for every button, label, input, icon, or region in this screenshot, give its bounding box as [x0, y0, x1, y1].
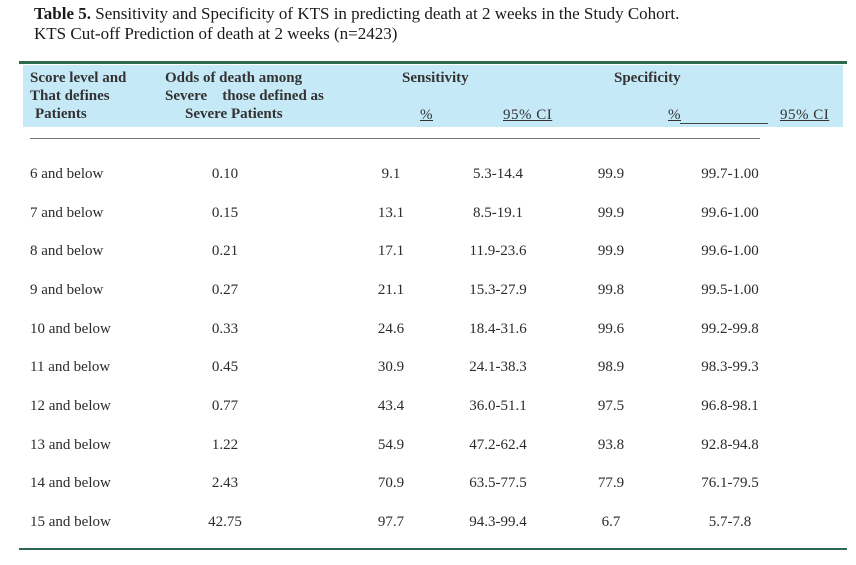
cell-sensitivity-ci: 8.5-19.1	[473, 205, 523, 221]
header-odds: Odds of death among Severe those defined…	[165, 69, 324, 123]
table-caption: Table 5. Sensitivity and Specificity of …	[34, 4, 679, 44]
cell-odds: 0.33	[211, 321, 239, 337]
caption-title: Sensitivity and Specificity of KTS in pr…	[91, 4, 680, 23]
cell-sensitivity: 24.6	[377, 321, 405, 337]
table-row: 8 and below 0.21 17.1 11.9-23.6 99.9 99.…	[0, 241, 856, 261]
cell-specificity: 99.9	[597, 205, 625, 221]
cell-specificity-ci: 92.8-94.8	[701, 437, 759, 453]
cell-specificity: 98.9	[597, 359, 625, 375]
cell-specificity-ci: 99.7-1.00	[701, 166, 759, 182]
header-sensitivity: Sensitivity	[402, 70, 469, 86]
cell-sensitivity-ci: 36.0-51.1	[469, 398, 527, 414]
cell-specificity-ci: 5.7-7.8	[708, 514, 752, 530]
header-specificity-percent: %	[668, 107, 681, 123]
table-row: 6 and below 0.10 9.1 5.3-14.4 99.9 99.7-…	[0, 164, 856, 184]
cell-score: 8 and below	[30, 243, 104, 259]
header-odds-line-1: Odds of death among	[165, 70, 303, 86]
cell-sensitivity-ci: 18.4-31.6	[469, 321, 527, 337]
cell-specificity-ci: 99.6-1.00	[701, 205, 759, 221]
table-row: 7 and below 0.15 13.1 8.5-19.1 99.9 99.6…	[0, 203, 856, 223]
table-row: 10 and below 0.33 24.6 18.4-31.6 99.6 99…	[0, 319, 856, 339]
cell-specificity: 99.9	[597, 243, 625, 259]
cell-score: 7 and below	[30, 205, 104, 221]
cell-odds: 42.75	[208, 514, 242, 530]
table-row: 12 and below 0.77 43.4 36.0-51.1 97.5 96…	[0, 396, 856, 416]
header-score-line-3: Patients	[35, 106, 87, 122]
cell-specificity-ci: 99.6-1.00	[701, 243, 759, 259]
header-score-line-1: Score level and	[30, 70, 127, 86]
header-band	[23, 65, 843, 127]
caption-line-1: Table 5. Sensitivity and Specificity of …	[34, 4, 679, 24]
header-divider	[30, 138, 760, 139]
cell-odds: 0.27	[211, 282, 239, 298]
cell-score: 11 and below	[30, 359, 111, 375]
cell-odds: 0.15	[211, 205, 239, 221]
cell-odds: 0.45	[211, 359, 239, 375]
cell-specificity: 97.5	[597, 398, 625, 414]
cell-specificity-ci: 98.3-99.3	[701, 359, 759, 375]
table-row: 13 and below 1.22 54.9 47.2-62.4 93.8 92…	[0, 435, 856, 455]
cell-specificity: 99.8	[597, 282, 625, 298]
cell-odds: 1.22	[211, 437, 239, 453]
cell-score: 12 and below	[30, 398, 111, 414]
table-row: 14 and below 2.43 70.9 63.5-77.5 77.9 76…	[0, 473, 856, 493]
cell-specificity: 6.7	[601, 514, 621, 530]
cell-sensitivity-ci: 11.9-23.6	[469, 243, 527, 259]
header-specificity: Specificity	[614, 70, 681, 86]
cell-odds: 2.43	[211, 475, 239, 491]
header-score-line-2: That defines	[30, 88, 110, 104]
cell-sensitivity: 54.9	[377, 437, 405, 453]
cell-sensitivity: 9.1	[381, 166, 401, 182]
cell-score: 14 and below	[30, 475, 111, 491]
bottom-rule	[19, 548, 847, 550]
header-odds-line-2: Severe those defined as	[165, 88, 324, 104]
cell-specificity: 99.6	[597, 321, 625, 337]
specificity-underline	[680, 123, 768, 124]
cell-specificity: 99.9	[597, 166, 625, 182]
cell-sensitivity: 30.9	[377, 359, 405, 375]
top-rule	[19, 61, 847, 64]
cell-score: 15 and below	[30, 514, 111, 530]
table-row: 11 and below 0.45 30.9 24.1-38.3 98.9 98…	[0, 357, 856, 377]
cell-odds: 0.10	[211, 166, 239, 182]
cell-sensitivity-ci: 5.3-14.4	[473, 166, 523, 182]
cell-specificity-ci: 99.2-99.8	[701, 321, 759, 337]
cell-specificity-ci: 99.5-1.00	[701, 282, 759, 298]
cell-sensitivity-ci: 15.3-27.9	[469, 282, 527, 298]
table-row: 15 and below 42.75 97.7 94.3-99.4 6.7 5.…	[0, 512, 856, 532]
header-sensitivity-ci: 95% CI	[503, 107, 553, 123]
header-specificity-ci: 95% CI	[780, 107, 830, 123]
cell-score: 9 and below	[30, 282, 104, 298]
table-row: 9 and below 0.27 21.1 15.3-27.9 99.8 99.…	[0, 280, 856, 300]
cell-sensitivity-ci: 47.2-62.4	[469, 437, 527, 453]
cell-odds: 0.77	[211, 398, 239, 414]
cell-specificity-ci: 96.8-98.1	[701, 398, 759, 414]
cell-sensitivity: 43.4	[377, 398, 405, 414]
cell-sensitivity: 97.7	[377, 514, 405, 530]
cell-odds: 0.21	[211, 243, 239, 259]
cell-score: 13 and below	[30, 437, 111, 453]
header-score-level: Score level and That defines Patients	[30, 69, 126, 123]
cell-score: 10 and below	[30, 321, 111, 337]
cell-sensitivity-ci: 24.1-38.3	[469, 359, 527, 375]
cell-sensitivity: 70.9	[377, 475, 405, 491]
cell-score: 6 and below	[30, 166, 104, 182]
caption-line-2: KTS Cut-off Prediction of death at 2 wee…	[34, 24, 398, 43]
table-label: Table 5.	[34, 4, 92, 23]
cell-sensitivity: 13.1	[377, 205, 405, 221]
cell-sensitivity: 17.1	[377, 243, 405, 259]
header-odds-line-3: Severe Patients	[185, 106, 283, 122]
cell-specificity: 93.8	[597, 437, 625, 453]
cell-sensitivity-ci: 63.5-77.5	[469, 475, 527, 491]
cell-specificity: 77.9	[597, 475, 625, 491]
header-sensitivity-percent: %	[420, 107, 433, 123]
cell-specificity-ci: 76.1-79.5	[701, 475, 759, 491]
cell-sensitivity-ci: 94.3-99.4	[469, 514, 527, 530]
cell-sensitivity: 21.1	[377, 282, 405, 298]
